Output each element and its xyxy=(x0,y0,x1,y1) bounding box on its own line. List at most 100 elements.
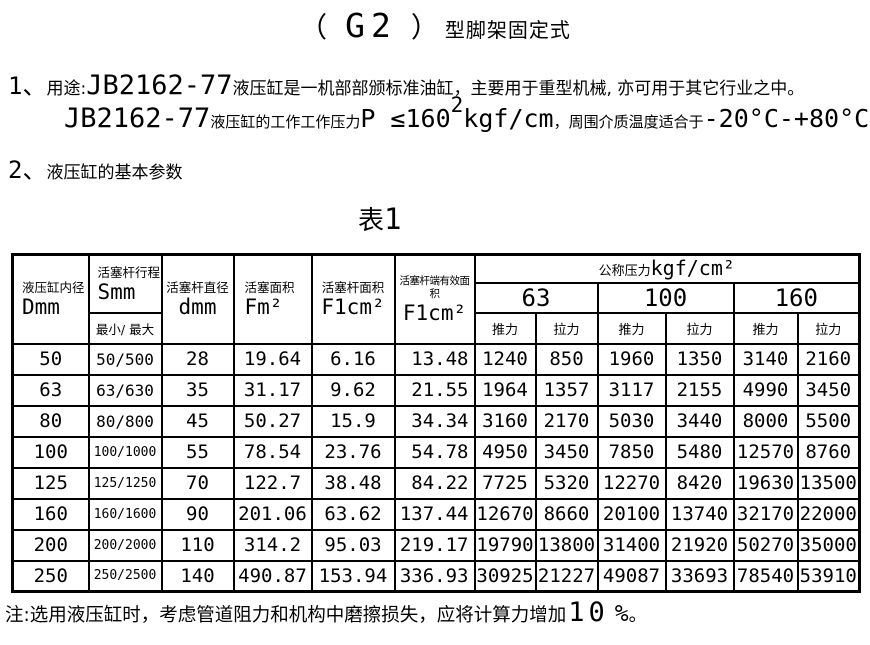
footnote: 注: 选用液压缸时，考虑管道阻力和机构中磨擦损失，应将计算力增加 10 % 。 xyxy=(5,597,647,628)
table-cell: 13.48 xyxy=(393,342,476,376)
title-suffix: 型脚架固定式 xyxy=(444,18,571,42)
table-cell: 7725 xyxy=(473,466,537,500)
header-pull-63: 拉力 xyxy=(534,311,599,345)
footnote-unit: % xyxy=(614,601,629,627)
table-row: 125 125/1250 70 122.7 38.48 84.22 7725 5320 1227… xyxy=(11,466,861,500)
table-cell: 1357 xyxy=(534,373,599,407)
table-cell: 33693 xyxy=(664,559,735,593)
title-paren-close: ） xyxy=(410,11,439,44)
header-rod-diameter: 活塞杆直径 dmm xyxy=(160,253,235,345)
table-cell: 250 xyxy=(11,559,90,593)
table-cell: 6.16 xyxy=(310,342,396,376)
table-cell: 13740 xyxy=(664,497,735,531)
table-cell: 153.94 xyxy=(310,559,396,593)
header-push-100: 推力 xyxy=(596,311,667,345)
header-piston-area: 活塞面积 Fm² xyxy=(232,253,313,345)
table-cell: 70 xyxy=(160,466,235,500)
header-bore-latin: Dmm xyxy=(22,295,60,320)
header-rod-area-cn: 活塞杆面积 xyxy=(321,280,385,296)
header-bore-cn: 液压缸内径 xyxy=(22,280,85,296)
table-row: 100 100/1000 55 78.54 23.76 54.78 4950 3450 7850… xyxy=(11,435,861,469)
header-nominal-pressure-cn: 公称压力 xyxy=(598,263,651,279)
table-cell: 55 xyxy=(160,435,235,469)
temperature-range: -20°C-+80°C xyxy=(703,104,870,133)
table-cell: 63 xyxy=(11,373,90,407)
table-cell: 314.2 xyxy=(232,528,313,562)
title-model-code: G2 xyxy=(345,6,397,45)
usage-label: 用途: xyxy=(46,79,87,99)
table-cell: 125/1250 xyxy=(87,466,163,500)
table-row: 50 50/500 28 19.64 6.16 13.48 1240 850 1960 1350 3… xyxy=(11,342,861,376)
table-cell: 9.62 xyxy=(310,373,396,407)
table-cell: 95.03 xyxy=(310,528,396,562)
table-cell: 5500 xyxy=(796,404,861,438)
table-cell: 50/500 xyxy=(87,342,163,376)
table-cell: 80 xyxy=(11,404,90,438)
title-paren-open: （ xyxy=(299,11,328,44)
table-caption-number: 1 xyxy=(384,202,402,236)
table-cell: 21920 xyxy=(664,528,735,562)
header-pressure-63: 63 xyxy=(473,281,599,314)
table-cell: 22000 xyxy=(796,497,861,531)
table-body: 50 50/500 28 19.64 6.16 13.48 1240 850 1960 1350 3… xyxy=(11,342,861,593)
table-cell: 100 xyxy=(11,435,90,469)
header-rod-diameter-cn: 活塞杆直径 xyxy=(166,280,229,296)
table-cell: 31400 xyxy=(596,528,667,562)
table-cell: 125 xyxy=(11,466,90,500)
table-cell: 84.22 xyxy=(393,466,476,500)
table-row: 63 63/630 35 31.17 9.62 21.55 1964 1357 3117 2155… xyxy=(11,373,861,407)
table-cell: 4990 xyxy=(732,373,799,407)
table-cell: 7850 xyxy=(596,435,667,469)
table-cell: 3450 xyxy=(796,373,861,407)
table-row: 80 80/800 45 50.27 15.9 34.34 3160 2170 5030 3440… xyxy=(11,404,861,438)
table-cell: 160 xyxy=(11,497,90,531)
table-cell: 90 xyxy=(160,497,235,531)
table-cell: 13800 xyxy=(534,528,599,562)
table-cell: 78.54 xyxy=(232,435,313,469)
table-cell: 20100 xyxy=(596,497,667,531)
table-cell: 63.62 xyxy=(310,497,396,531)
table-cell: 12270 xyxy=(596,466,667,500)
header-effective-area-cn: 活塞杆端有效面积 xyxy=(399,274,471,301)
table-cell: 8000 xyxy=(732,404,799,438)
table-caption: 表 1 xyxy=(358,200,401,237)
header-pressure-100: 100 xyxy=(596,281,735,314)
table-cell: 21.55 xyxy=(393,373,476,407)
table-caption-cn: 表 xyxy=(358,206,385,236)
header-effective-area: 活塞杆端有效面积 F1cm² xyxy=(393,253,476,345)
table-cell: 3440 xyxy=(664,404,735,438)
table-cell: 8420 xyxy=(664,466,735,500)
header-push-63: 推力 xyxy=(473,311,537,345)
table-cell: 219.17 xyxy=(393,528,476,562)
table-cell: 78540 xyxy=(732,559,799,593)
table-cell: 23.76 xyxy=(310,435,396,469)
table-cell: 2160 xyxy=(796,342,861,376)
header-nominal-pressure-latin: kgf/cm² xyxy=(650,255,735,280)
table-cell: 122.7 xyxy=(232,466,313,500)
table-cell: 3140 xyxy=(732,342,799,376)
table-cell: 63/630 xyxy=(87,373,163,407)
table-cell: 1960 xyxy=(596,342,667,376)
table-cell: 137.44 xyxy=(393,497,476,531)
table-cell: 12670 xyxy=(473,497,537,531)
header-effective-area-latin: F1cm² xyxy=(402,300,467,325)
table-cell: 21227 xyxy=(534,559,599,593)
header-rod-area-latin: F1cm² xyxy=(321,295,385,320)
header-pull-160: 拉力 xyxy=(796,311,861,345)
pressure-text-1: 液压缸的工作工作压力 xyxy=(210,113,361,131)
pressure-standard-code: JB2162-77 xyxy=(64,103,211,134)
table-cell: 50270 xyxy=(732,528,799,562)
table-cell: 201.06 xyxy=(232,497,313,531)
pressure-formula-right: kgf/cm xyxy=(463,104,554,133)
footnote-prefix: 注: xyxy=(5,605,30,626)
table-cell: 50 xyxy=(11,342,90,376)
table-cell: 34.34 xyxy=(393,404,476,438)
footnote-period: 。 xyxy=(628,605,648,626)
table-cell: 8660 xyxy=(534,497,599,531)
pressure-line: JB2162-77 液压缸的工作工作压力 P ≤160 2 kgf/cm ，周围… xyxy=(64,93,870,134)
header-pull-100: 拉力 xyxy=(664,311,735,345)
usage-description: 液压缸是一机部部颁标准油缸，主要用于重型机械, 亦可用于其它行业之中。 xyxy=(232,79,805,99)
header-pressure-160: 160 xyxy=(732,281,861,314)
table-cell: 3117 xyxy=(596,373,667,407)
